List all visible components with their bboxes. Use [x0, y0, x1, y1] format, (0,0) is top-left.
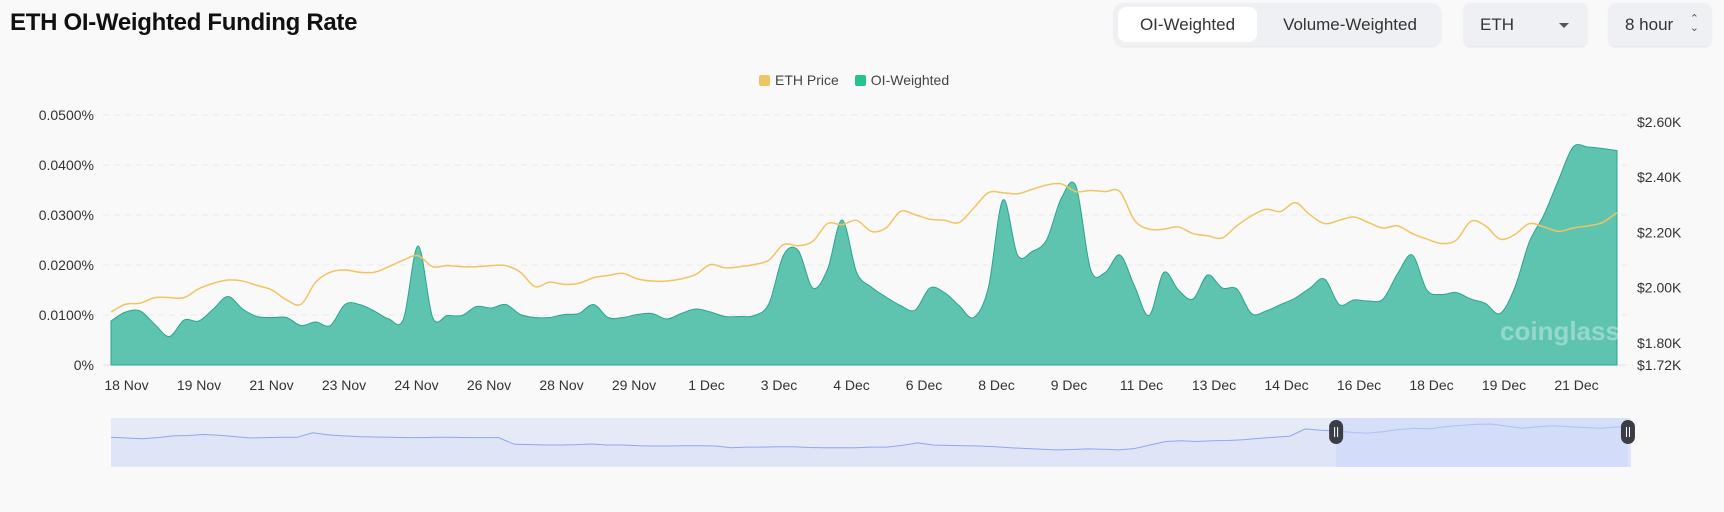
x-tick-label: 23 Nov — [322, 377, 366, 393]
legend-label: OI-Weighted — [870, 72, 950, 88]
navigator-right-handle[interactable] — [1620, 420, 1635, 444]
y-tick-label: 0.0300% — [39, 207, 94, 223]
weighting-toggle: OI-Weighted Volume-Weighted — [1114, 3, 1441, 46]
x-tick-label: 18 Nov — [104, 377, 148, 393]
x-tick-label: 6 Dec — [906, 377, 943, 393]
right-axis: $1.72K $1.80K $2.00K $2.20K $2.40K $2.60K — [1637, 114, 1682, 373]
x-tick-label: 13 Dec — [1192, 377, 1236, 393]
y-tick-label: 0.0400% — [39, 157, 94, 173]
eth-price-line — [110, 182, 1618, 313]
x-tick-label: 19 Nov — [177, 377, 221, 393]
caret-down-icon — [1559, 23, 1569, 28]
y-right-tick-label: $1.80K — [1637, 335, 1682, 351]
y-right-tick-label: $2.00K — [1637, 280, 1682, 296]
navigator-selection[interactable] — [1336, 418, 1628, 467]
left-axis: 0% 0.0100% 0.0200% 0.0300% 0.0400% 0.0500% — [39, 107, 94, 373]
series-layer — [110, 144, 1618, 366]
tab-oi-weighted[interactable]: OI-Weighted — [1118, 7, 1257, 42]
y-right-tick-label: $2.20K — [1637, 224, 1682, 240]
chart-legend: ETH Price OI-Weighted — [759, 72, 959, 88]
legend-swatch-icon — [759, 74, 770, 86]
navigator-left-handle[interactable] — [1329, 420, 1344, 444]
x-tick-label: 21 Nov — [249, 377, 293, 393]
y-tick-label: 0.0500% — [39, 107, 94, 123]
navigator-area — [111, 424, 1631, 467]
x-tick-label: 11 Dec — [1120, 377, 1163, 393]
y-right-tick-label: $1.72K — [1637, 357, 1682, 373]
legend-label: ETH Price — [775, 72, 839, 88]
coinglass-watermark: coinglass — [1500, 316, 1620, 346]
x-tick-label: 18 Dec — [1409, 377, 1453, 393]
x-tick-label: 14 Dec — [1264, 377, 1308, 393]
y-right-tick-label: $2.60K — [1637, 114, 1682, 130]
oi-weighted-area — [110, 144, 1618, 366]
coin-select-value: ETH — [1480, 15, 1514, 34]
interval-select-value: 8 hour — [1625, 15, 1674, 34]
y-right-tick-label: $2.40K — [1637, 169, 1682, 185]
tab-volume-weighted[interactable]: Volume-Weighted — [1283, 15, 1417, 34]
x-tick-label: 16 Dec — [1337, 377, 1381, 393]
x-tick-label: 28 Nov — [539, 377, 583, 393]
x-tick-label: 3 Dec — [761, 377, 798, 393]
y-tick-label: 0.0200% — [39, 257, 94, 273]
up-down-chevron-icon: ⌃ ⌄ — [1689, 13, 1699, 34]
y-tick-label: 0.0100% — [39, 307, 94, 323]
x-tick-label: 21 Dec — [1554, 377, 1598, 393]
interval-select[interactable]: 8 hour ⌃ ⌄ — [1609, 3, 1711, 46]
range-navigator[interactable] — [110, 418, 1635, 467]
page-title: ETH OI-Weighted Funding Rate — [10, 9, 358, 36]
x-tick-label: 19 Dec — [1482, 377, 1526, 393]
y-tick-label: 0% — [74, 357, 94, 373]
x-tick-label: 26 Nov — [467, 377, 511, 393]
x-axis: 18 Nov 19 Nov 21 Nov 23 Nov 24 Nov 26 Nov 28 N… — [104, 377, 1598, 393]
legend-item-eth-price[interactable]: ETH Price — [759, 72, 839, 88]
x-tick-label: 29 Nov — [612, 377, 656, 393]
x-tick-label: 8 Dec — [978, 377, 1015, 393]
x-tick-label: 24 Nov — [394, 377, 438, 393]
x-tick-label: 9 Dec — [1051, 377, 1088, 393]
legend-swatch-icon — [854, 74, 866, 86]
legend-item-oi-weighted[interactable]: OI-Weighted — [854, 72, 950, 88]
x-tick-label: 1 Dec — [688, 377, 725, 393]
x-tick-label: 4 Dec — [833, 377, 870, 393]
coin-select[interactable]: ETH — [1464, 3, 1587, 46]
